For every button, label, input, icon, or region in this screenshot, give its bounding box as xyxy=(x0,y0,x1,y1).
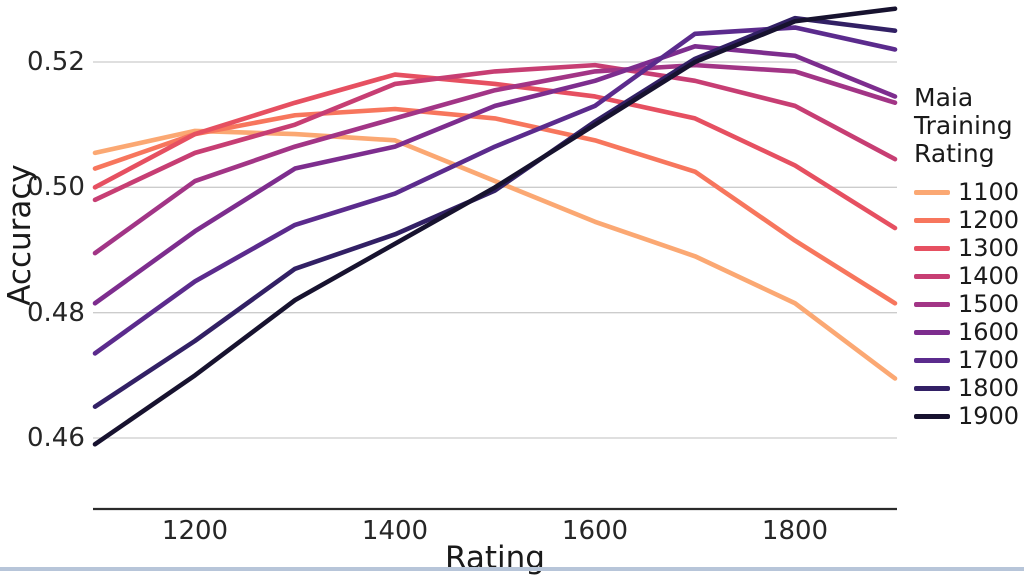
y-tick-0.50: 0.50 xyxy=(27,172,85,203)
x-tick-1400: 1400 xyxy=(361,516,429,546)
y-axis-title: Accuracy xyxy=(2,164,38,306)
legend-item-1200: 1200 xyxy=(914,206,1024,234)
legend-swatch-1700 xyxy=(914,357,950,363)
legend-item-1100: 1100 xyxy=(914,178,1024,206)
y-tick-0.52: 0.52 xyxy=(27,47,85,77)
legend-item-1900: 1900 xyxy=(914,402,1024,430)
series-line-1200 xyxy=(92,106,898,306)
x-tick-1800: 1800 xyxy=(761,516,829,546)
series-line-1400 xyxy=(92,62,898,203)
y-tick-0.48: 0.48 xyxy=(27,297,85,328)
legend-swatch-1800 xyxy=(914,385,950,391)
legend-title: Maia Training Rating xyxy=(914,83,1013,168)
legend-label-1200: 1200 xyxy=(958,206,1020,234)
legend-label-1100: 1100 xyxy=(958,178,1020,206)
series-line-1100 xyxy=(92,128,898,381)
series-line-1900 xyxy=(92,6,898,447)
legend-swatch-1400 xyxy=(914,273,950,279)
series-line-1800 xyxy=(92,15,898,409)
bottom-edge-bar xyxy=(0,567,1024,571)
legend-item-1500: 1500 xyxy=(914,290,1024,318)
legend-label-1400: 1400 xyxy=(958,262,1020,290)
legend-label-1500: 1500 xyxy=(958,290,1020,318)
legend-swatch-1600 xyxy=(914,329,950,335)
legend-label-1700: 1700 xyxy=(958,346,1020,374)
legend-label-1800: 1800 xyxy=(958,374,1020,402)
legend-swatch-1100 xyxy=(914,189,950,195)
series-line-1500 xyxy=(92,62,898,256)
legend: Maia Training Rating 1100 1200 1300 1400 150… xyxy=(914,84,1024,430)
x-tick-1200: 1200 xyxy=(161,516,229,546)
legend-label-1600: 1600 xyxy=(958,318,1020,346)
legend-swatch-1500 xyxy=(914,301,950,307)
legend-item-1800: 1800 xyxy=(914,374,1024,402)
legend-item-1600: 1600 xyxy=(914,318,1024,346)
legend-label-1900: 1900 xyxy=(958,402,1020,430)
legend-item-1400: 1400 xyxy=(914,262,1024,290)
x-tick-1600: 1600 xyxy=(561,516,629,546)
series-line-1300 xyxy=(92,72,898,231)
legend-swatch-1300 xyxy=(914,245,950,251)
legend-swatch-1900 xyxy=(914,413,950,419)
legend-label-1300: 1300 xyxy=(958,234,1020,262)
legend-item-1700: 1700 xyxy=(914,346,1024,374)
y-tick-0.46: 0.46 xyxy=(27,423,85,453)
legend-swatch-1200 xyxy=(914,217,950,223)
series-line-1600 xyxy=(92,44,898,306)
legend-items: 1100 1200 1300 1400 1500 1600 1700 1800 1900 xyxy=(914,178,1024,430)
legend-item-1300: 1300 xyxy=(914,234,1024,262)
